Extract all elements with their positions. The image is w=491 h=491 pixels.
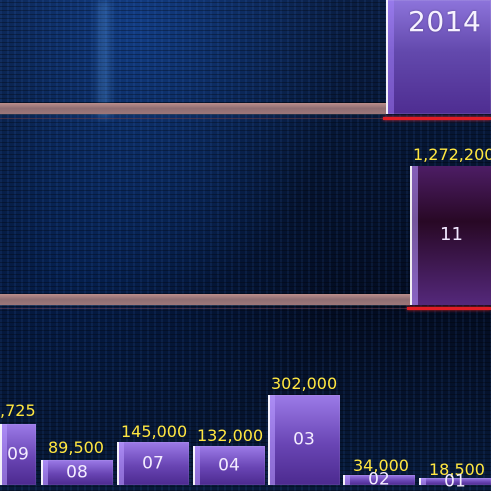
year-card: 2014 xyxy=(386,0,491,114)
value-label-01: 18,500 xyxy=(429,460,485,479)
bar-04: 04 xyxy=(193,446,265,485)
value-label-02: 34,000 xyxy=(353,456,409,475)
value-label-04: 132,000 xyxy=(197,426,264,445)
bar-03: 03 xyxy=(268,395,340,485)
bar-09: 09 xyxy=(0,424,36,485)
value-label-08: 89,500 xyxy=(48,438,104,457)
bar-label-03: 03 xyxy=(293,429,315,450)
bar-08: 08 xyxy=(41,460,113,485)
value-label-09: ,725 xyxy=(0,401,36,420)
year-label: 2014 xyxy=(408,5,482,38)
bar-label-11: 11 xyxy=(440,224,463,245)
bar-02: 02 xyxy=(343,471,415,488)
value-label-03: 302,000 xyxy=(271,374,338,393)
shelf-top xyxy=(0,103,386,114)
accent-line-middle xyxy=(407,307,491,310)
value-label-07: 145,000 xyxy=(121,422,188,441)
bar-07: 07 xyxy=(117,442,189,485)
bar-label-08: 08 xyxy=(66,462,88,482)
band-divider-middle xyxy=(0,308,491,309)
bar-label-02: 02 xyxy=(368,469,390,490)
value-label-11: 1,272,200 xyxy=(413,145,491,164)
bar-label-07: 07 xyxy=(142,453,164,473)
band-divider-top xyxy=(0,118,491,119)
bar-01: 01 xyxy=(419,473,491,490)
bar-label-04: 04 xyxy=(218,455,240,475)
bar-11: 11 xyxy=(410,166,491,305)
bar-label-09: 09 xyxy=(7,444,29,464)
bar-label-01: 01 xyxy=(444,471,466,491)
light-streak xyxy=(95,0,113,118)
shelf-middle xyxy=(0,294,410,305)
accent-line-top xyxy=(383,117,491,120)
